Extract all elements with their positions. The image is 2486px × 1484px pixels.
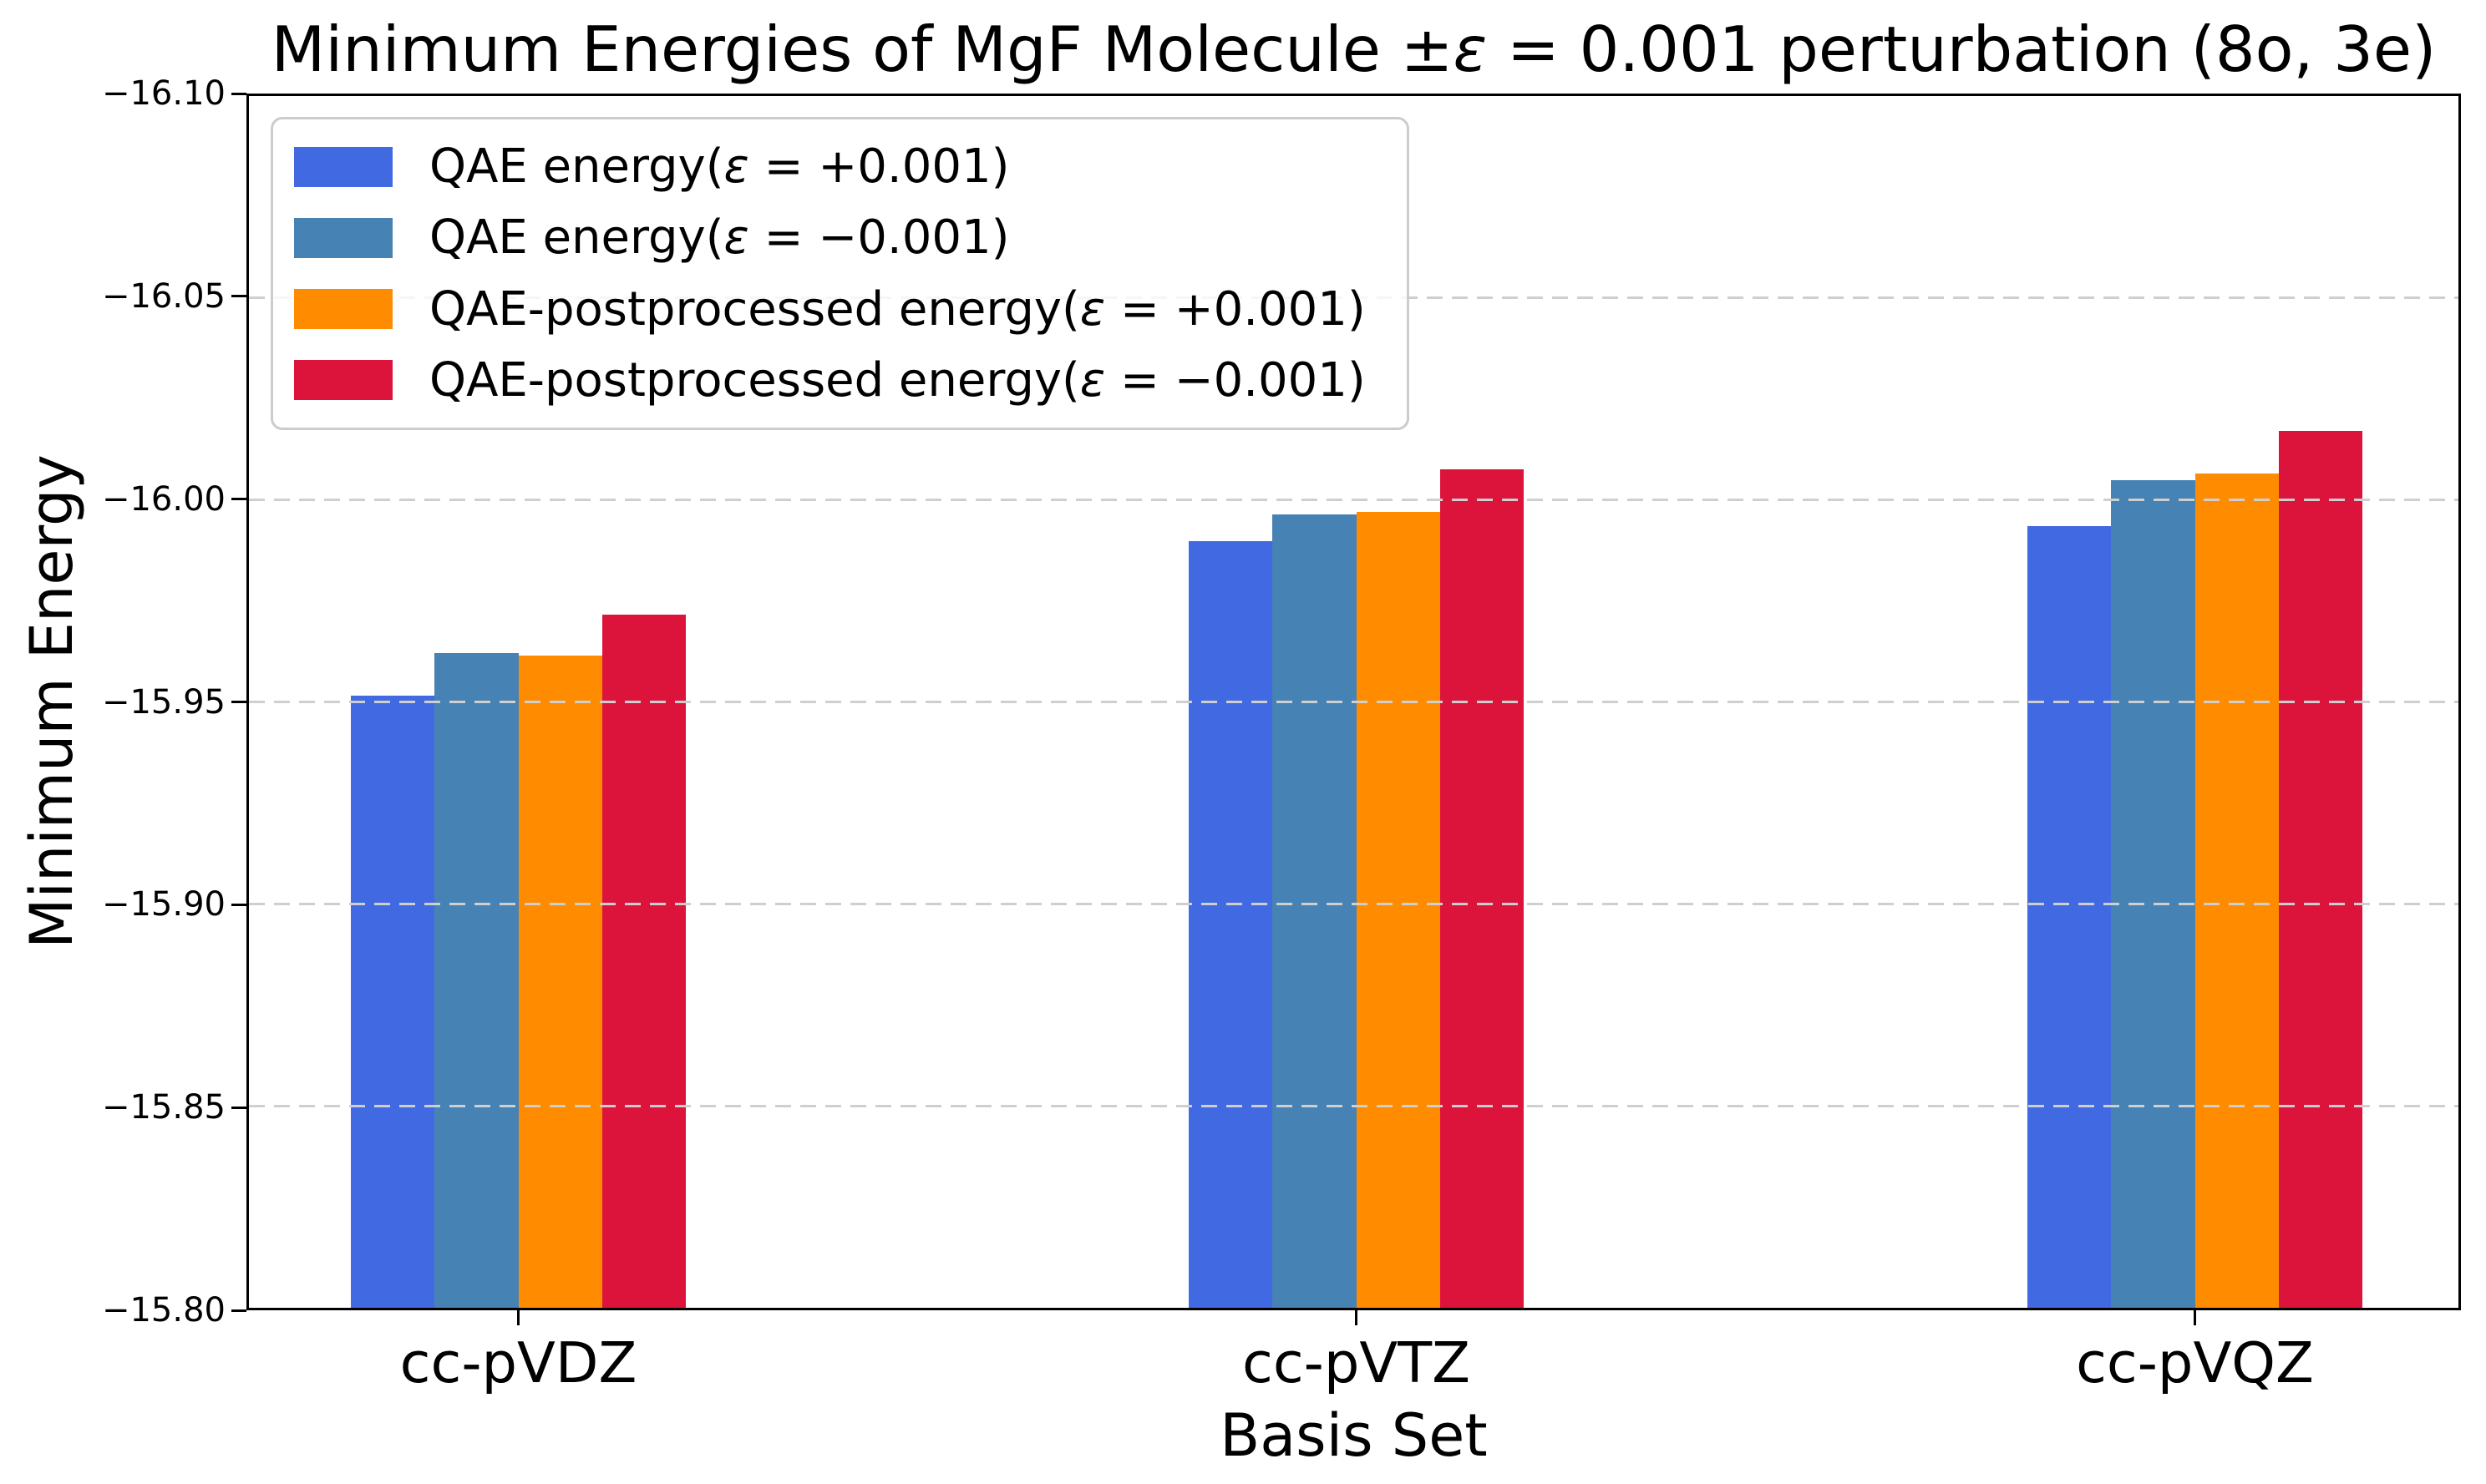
legend-label: QAE energy(ε = −0.001)	[429, 210, 1009, 265]
legend-swatch	[294, 289, 393, 330]
legend-label-text: = −0.001)	[1105, 352, 1366, 408]
legend-label-text: = +0.001)	[748, 139, 1010, 195]
bar	[2278, 431, 2362, 1308]
bar	[2194, 474, 2279, 1308]
bar	[1356, 511, 1440, 1308]
y-tick-label: −15.90	[101, 885, 226, 924]
legend-label: QAE-postprocessed energy(ε = +0.001)	[429, 282, 1366, 337]
legend-label-text: QAE energy(	[429, 139, 724, 195]
bar	[1439, 468, 1524, 1308]
chart-title-text: = 0.001 perturbation (8o, 3e)	[1487, 13, 2437, 86]
x-tick-label: cc-pVDZ	[399, 1330, 637, 1395]
y-tick-label: −16.10	[101, 74, 226, 113]
legend-label-text: = +0.001)	[1105, 281, 1366, 337]
legend-label: QAE energy(ε = +0.001)	[429, 139, 1009, 194]
y-tick-label: −16.00	[101, 479, 226, 519]
legend-swatch	[294, 146, 393, 187]
legend-label-text: = −0.001)	[748, 210, 1010, 266]
bar	[518, 656, 602, 1308]
legend-label-text: QAE energy(	[429, 210, 724, 266]
x-tick-label: cc-pVTZ	[1241, 1330, 1471, 1395]
y-tick-label: −15.85	[101, 1088, 226, 1127]
y-tick-mark	[231, 1309, 246, 1312]
y-tick-mark	[231, 701, 246, 703]
bar-group-cc-pVTZ	[1189, 96, 1524, 1308]
y-tick-label: −15.80	[101, 1291, 226, 1330]
x-tick-mark	[517, 1310, 520, 1325]
y-tick-label: −16.05	[101, 276, 226, 316]
legend-swatch	[294, 217, 393, 258]
legend-label-epsilon: ε	[723, 139, 749, 195]
y-tick-mark	[231, 903, 246, 906]
legend-item: QAE energy(ε = −0.001)	[294, 202, 1382, 273]
chart-title: Minimum Energies of MgF Molecule ±ε = 0.…	[246, 13, 2461, 85]
bar	[2027, 525, 2112, 1308]
y-tick-mark	[231, 92, 246, 95]
x-axis-label: Basis Set	[1220, 1401, 1488, 1470]
chart-title-text: Minimum Energies of MgF Molecule ±	[271, 13, 1454, 86]
bar	[601, 614, 686, 1308]
legend-label-text: QAE-postprocessed energy(	[429, 352, 1080, 408]
legend-label-epsilon: ε	[1079, 281, 1106, 337]
legend-item: QAE-postprocessed energy(ε = −0.001)	[294, 345, 1382, 416]
y-tick-label: −15.95	[101, 682, 226, 722]
bar	[1189, 541, 1273, 1308]
legend-label: QAE-postprocessed energy(ε = −0.001)	[429, 353, 1366, 408]
y-tick-mark	[231, 1106, 246, 1109]
bar	[434, 652, 519, 1308]
legend-item: QAE energy(ε = +0.001)	[294, 131, 1382, 202]
y-tick-mark	[231, 498, 246, 501]
bar	[351, 696, 435, 1308]
x-tick-mark	[2194, 1310, 2196, 1325]
bar	[2111, 479, 2195, 1308]
y-tick-mark	[231, 295, 246, 298]
plot-area: QAE energy(ε = +0.001) QAE energy(ε = −0.…	[246, 94, 2461, 1310]
bar-group-cc-pVDZ	[351, 96, 686, 1308]
x-tick-label: cc-pVQZ	[2076, 1330, 2314, 1395]
legend-swatch	[294, 360, 393, 401]
legend-label-epsilon: ε	[723, 210, 749, 266]
legend: QAE energy(ε = +0.001) QAE energy(ε = −0.…	[271, 117, 1409, 430]
bar	[1272, 514, 1357, 1308]
bar-group-cc-pVQZ	[2027, 96, 2362, 1308]
legend-label-text: QAE-postprocessed energy(	[429, 281, 1080, 337]
legend-label-epsilon: ε	[1079, 352, 1106, 408]
chart-title-epsilon: ε	[1453, 13, 1488, 86]
x-tick-mark	[1355, 1310, 1357, 1325]
bars-layer	[249, 96, 2458, 1308]
legend-item: QAE-postprocessed energy(ε = +0.001)	[294, 274, 1382, 345]
